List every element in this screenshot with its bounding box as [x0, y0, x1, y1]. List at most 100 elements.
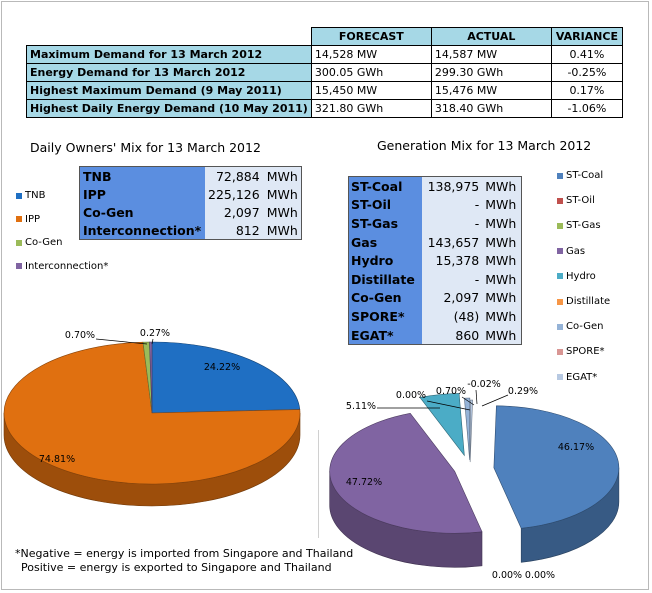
legend-item: Hydro — [557, 271, 596, 282]
legend-item: TNB — [16, 190, 45, 201]
leader-line — [95, 338, 148, 345]
gen-unit: MWh — [481, 251, 522, 270]
gen-value: - — [421, 214, 482, 233]
legend-label: EGAT* — [566, 371, 598, 383]
footnote-line-2: Positive = energy is exported to Singapo… — [21, 561, 332, 574]
pie-slice-gas — [329, 413, 483, 534]
owner-name: Co-Gen — [79, 203, 205, 221]
pie-slice-interconnection — [149, 341, 153, 414]
pie-slice-hydro — [419, 393, 465, 457]
table-row: Co-Gen 2,097 MWh — [348, 288, 522, 308]
legend-label: Hydro — [566, 270, 596, 282]
table-row: Maximum Demand for 13 March 2012 14,528 … — [26, 45, 624, 64]
row-label: Maximum Demand for 13 March 2012 — [26, 45, 312, 64]
legend-item: Distillate — [557, 296, 610, 307]
legend-item: SPORE* — [557, 346, 605, 357]
data-label: 47.72% — [346, 477, 382, 488]
data-label: -0.02% — [467, 379, 501, 390]
data-label: 0.70% — [65, 330, 95, 341]
legend-label: SPORE* — [566, 346, 605, 358]
data-label: 0.00% — [525, 570, 555, 581]
data-label: 5.11% — [346, 401, 376, 412]
legend-swatch — [16, 192, 22, 199]
legend-swatch — [557, 273, 563, 280]
table-row: EGAT* 860 MWh — [348, 325, 522, 345]
gen-name: Gas — [348, 232, 422, 252]
gen-name: ST-Coal — [348, 176, 422, 196]
legend-item: ST-Gas — [557, 220, 601, 231]
chart-divider — [318, 430, 319, 538]
table-row: Energy Demand for 13 March 2012 300.05 G… — [26, 63, 624, 82]
legend-swatch — [557, 348, 563, 355]
legend-item: EGAT* — [557, 372, 597, 383]
legend-swatch — [557, 172, 563, 179]
table-row: Gas 143,657 MWh — [348, 232, 522, 252]
legend-item: Co-Gen — [16, 237, 63, 248]
gen-unit: MWh — [481, 307, 522, 326]
owner-name: TNB — [79, 166, 205, 185]
variance-value: -0.25% — [550, 63, 624, 82]
data-label: 0.70% — [436, 386, 466, 397]
gen-name: Hydro — [348, 251, 422, 270]
owner-name: IPP — [79, 185, 205, 203]
legend-swatch — [557, 298, 563, 305]
legend-label: ST-Coal — [566, 170, 604, 181]
pie-slice-ipp — [3, 341, 301, 485]
demand-summary-table: FORECAST ACTUAL VARIANCE Maximum Demand … — [26, 27, 624, 118]
legend-label: Interconnection* — [25, 260, 109, 272]
legend-swatch — [16, 239, 22, 246]
data-label: 0.27% — [140, 328, 170, 339]
owners-pie: 24.22% 74.81% 0.70% 0.27% — [3, 328, 301, 507]
legend-swatch — [557, 248, 563, 255]
gen-name: Co-Gen — [348, 288, 422, 308]
owner-value: 225,126 — [204, 185, 263, 203]
leader-line — [461, 396, 475, 406]
gen-value: 15,378 — [421, 251, 482, 270]
gen-name: ST-Oil — [348, 195, 422, 215]
data-label: 0.00% — [492, 570, 522, 581]
generation-chart-title: Generation Mix for 13 March 2012 — [377, 138, 592, 153]
generation-mix-table: ST-Coal 138,975 MWh ST-Oil - MWh ST-Gas - MWh … — [348, 176, 522, 346]
table-row: Highest Daily Energy Demand (10 May 2011… — [26, 99, 624, 118]
legend-item: Interconnection* — [16, 261, 108, 272]
legend-label: Distillate — [566, 296, 611, 307]
gen-unit: MWh — [481, 176, 522, 196]
gen-value: 143,657 — [421, 232, 482, 252]
legend-label: ST-Gas — [566, 220, 601, 232]
actual-value: 14,587 MW — [430, 45, 552, 64]
legend-label: TNB — [25, 190, 46, 201]
legend-swatch — [557, 323, 563, 330]
owner-unit: MWh — [262, 203, 302, 221]
pie-slice-tnb — [151, 341, 301, 414]
footnote: *Negative = energy is imported from Sing… — [15, 547, 353, 575]
summary-header-actual: ACTUAL — [430, 27, 552, 46]
gen-unit: MWh — [481, 269, 522, 289]
leader-line — [481, 394, 509, 407]
table-row: TNB 72,884 MWh — [79, 166, 302, 185]
legend-item: Co-Gen — [557, 321, 604, 332]
owner-name: Interconnection* — [79, 221, 205, 240]
gen-name: ST-Gas — [348, 214, 422, 233]
data-label: 74.81% — [39, 454, 75, 465]
forecast-value: 14,528 MW — [310, 45, 432, 64]
table-row: ST-Gas - MWh — [348, 214, 522, 233]
gen-unit: MWh — [481, 325, 522, 345]
gen-name: Distillate — [348, 269, 422, 289]
owner-value: 812 — [204, 221, 263, 240]
pie-slice-stcoal — [493, 405, 620, 529]
table-row: SPORE* (48) MWh — [348, 307, 522, 326]
gen-value: 860 — [421, 325, 482, 345]
legend-label: IPP — [25, 213, 41, 225]
owner-value: 72,884 — [204, 166, 263, 185]
owner-unit: MWh — [262, 166, 302, 185]
table-row: Hydro 15,378 MWh — [348, 251, 522, 270]
gen-value: - — [421, 269, 482, 289]
legend-swatch — [557, 222, 563, 229]
owner-unit: MWh — [262, 185, 302, 203]
forecast-value: 321.80 GWh — [310, 99, 432, 118]
table-row: Co-Gen 2,097 MWh — [79, 203, 302, 221]
legend-label: ST-Oil — [566, 195, 595, 207]
leader-line — [475, 389, 478, 405]
summary-header-blank — [26, 27, 312, 46]
